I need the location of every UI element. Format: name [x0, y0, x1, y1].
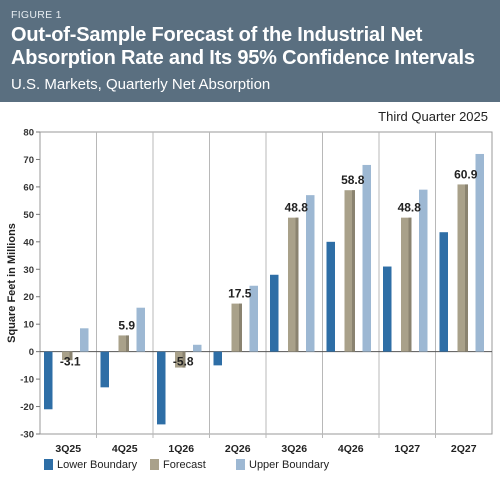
- bar-forecast: [344, 190, 355, 352]
- bar-lower-boundary: [270, 274, 279, 352]
- x-tick-label: 1Q27: [394, 443, 420, 455]
- bar-lower-boundary: [213, 351, 222, 366]
- x-tick-label: 1Q26: [168, 443, 194, 455]
- forecast-data-label: -5.8: [173, 355, 194, 369]
- bar-forecast: [175, 351, 186, 368]
- y-tick-label: 0: [29, 347, 34, 358]
- bar-forecast-shade: [126, 335, 129, 352]
- bar-forecast-shade: [295, 217, 299, 352]
- x-tick-label: 4Q25: [112, 443, 138, 455]
- y-tick-label: 70: [23, 155, 34, 166]
- bar-upper-boundary: [80, 328, 89, 352]
- x-tick-label: 2Q27: [451, 443, 477, 455]
- chart-area: Third Quarter 2025 -30 -20 -10 0 10 20 30 40 50 60…: [0, 102, 500, 496]
- bar-forecast-shade: [408, 217, 412, 352]
- y-tick-label: -30: [20, 430, 34, 441]
- bar-forecast-shade: [465, 184, 468, 352]
- y-tick-label: 30: [23, 265, 34, 276]
- bar-lower-boundary: [383, 266, 392, 352]
- forecast-data-label: 58.8: [341, 173, 365, 187]
- chart-subtitle: U.S. Markets, Quarterly Net Absorption: [11, 76, 271, 93]
- bar-upper-boundary: [419, 189, 428, 352]
- forecast-data-label: -3.1: [60, 355, 81, 369]
- bar-forecast-shade: [352, 190, 355, 352]
- bar-lower-boundary: [326, 241, 335, 352]
- bar-forecast: [231, 303, 242, 352]
- x-tick-label: 3Q26: [281, 443, 307, 455]
- y-tick-label: 50: [23, 210, 34, 221]
- bar-forecast-shade: [182, 351, 186, 368]
- bar-forecast: [457, 184, 468, 352]
- bar-upper-boundary: [475, 153, 484, 352]
- bar-forecast-shade: [239, 303, 242, 352]
- bar-upper-boundary: [249, 285, 258, 352]
- bar-upper-boundary: [362, 164, 371, 352]
- legend-swatch: [44, 459, 53, 470]
- chart-note: Third Quarter 2025: [378, 109, 488, 124]
- forecast-data-label: 48.8: [285, 201, 309, 215]
- x-tick-label: 4Q26: [338, 443, 364, 455]
- forecast-data-label: 17.5: [228, 287, 252, 301]
- legend-swatch: [236, 459, 245, 470]
- y-tick-label: -20: [20, 402, 34, 413]
- bar-lower-boundary: [100, 351, 109, 388]
- bar-lower-boundary: [44, 351, 53, 410]
- bar-forecast: [288, 217, 299, 352]
- chart-title: Out-of-Sample Forecast of the Industrial…: [11, 24, 475, 69]
- x-tick-label: 3Q25: [55, 443, 81, 455]
- legend-label: Upper Boundary: [249, 459, 330, 471]
- y-tick-label: 60: [23, 182, 34, 193]
- forecast-data-label: 48.8: [398, 201, 422, 215]
- bar-forecast: [118, 335, 129, 352]
- bar-forecast: [401, 217, 412, 352]
- bar-lower-boundary: [157, 351, 166, 425]
- bar-forecast-shade: [69, 351, 73, 361]
- bar-chart: Third Quarter 2025 -30 -20 -10 0 10 20 30 40 50 60…: [6, 109, 493, 471]
- bar-upper-boundary: [193, 344, 202, 352]
- bar-forecast: [62, 351, 73, 361]
- figure-label: FIGURE 1: [11, 9, 62, 21]
- forecast-data-label: 60.9: [454, 167, 478, 181]
- bar-lower-boundary: [439, 232, 448, 352]
- legend-swatch: [150, 459, 159, 470]
- y-tick-label: 10: [23, 320, 34, 331]
- figure-header: FIGURE 1 Out-of-Sample Forecast of the I…: [0, 0, 500, 102]
- y-tick-label: 40: [23, 237, 34, 248]
- y-tick-label: -10: [20, 375, 34, 386]
- x-tick-label: 2Q26: [225, 443, 251, 455]
- y-tick-label: 80: [23, 128, 34, 139]
- y-axis-label: Square Feet in Millions: [6, 223, 18, 343]
- forecast-data-label: 5.9: [118, 318, 135, 332]
- bar-upper-boundary: [306, 195, 315, 352]
- y-tick-label: 20: [23, 292, 34, 303]
- bar-upper-boundary: [136, 307, 145, 352]
- legend-label: Forecast: [163, 459, 206, 471]
- legend-label: Lower Boundary: [57, 459, 138, 471]
